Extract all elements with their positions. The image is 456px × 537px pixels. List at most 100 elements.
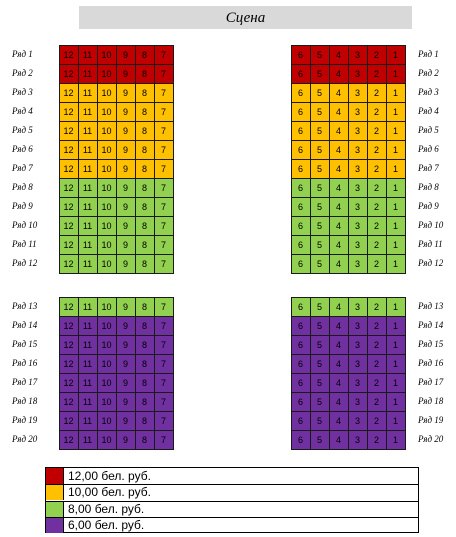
seat[interactable]: 11 [77,334,98,355]
seat[interactable]: 7 [153,296,174,317]
seat[interactable]: 11 [77,196,98,217]
seat[interactable]: 9 [115,234,136,255]
seat[interactable]: 9 [115,296,136,317]
seat[interactable]: 3 [347,429,368,450]
seat[interactable]: 11 [77,177,98,198]
seat[interactable]: 2 [366,177,387,198]
seat[interactable]: 9 [115,196,136,217]
seat[interactable]: 10 [96,101,117,122]
seat[interactable]: 5 [309,372,330,393]
seat[interactable]: 8 [134,353,155,374]
seat[interactable]: 12 [58,334,79,355]
seat[interactable]: 9 [115,372,136,393]
seat[interactable]: 9 [115,391,136,412]
seat[interactable]: 12 [58,158,79,179]
seat[interactable]: 7 [153,372,174,393]
seat[interactable]: 11 [77,139,98,160]
seat[interactable]: 8 [134,315,155,336]
seat[interactable]: 6 [290,372,311,393]
seat[interactable]: 11 [77,410,98,431]
seat[interactable]: 10 [96,177,117,198]
seat[interactable]: 12 [58,234,79,255]
seat[interactable]: 12 [58,44,79,65]
seat[interactable]: 3 [347,158,368,179]
seat[interactable]: 12 [58,315,79,336]
seat[interactable]: 1 [385,234,406,255]
seat[interactable]: 4 [328,82,349,103]
seat[interactable]: 3 [347,353,368,374]
seat[interactable]: 11 [77,253,98,274]
seat[interactable]: 6 [290,215,311,236]
seat[interactable]: 8 [134,234,155,255]
seat[interactable]: 7 [153,196,174,217]
seat[interactable]: 10 [96,410,117,431]
seat[interactable]: 7 [153,410,174,431]
seat[interactable]: 11 [77,353,98,374]
seat[interactable]: 12 [58,139,79,160]
seat[interactable]: 8 [134,334,155,355]
seat[interactable]: 5 [309,101,330,122]
seat[interactable]: 2 [366,234,387,255]
seat[interactable]: 3 [347,315,368,336]
seat[interactable]: 9 [115,177,136,198]
seat[interactable]: 6 [290,353,311,374]
seat[interactable]: 5 [309,391,330,412]
seat[interactable]: 6 [290,429,311,450]
seat[interactable]: 10 [96,372,117,393]
seat[interactable]: 7 [153,44,174,65]
seat[interactable]: 7 [153,139,174,160]
seat[interactable]: 9 [115,158,136,179]
seat[interactable]: 2 [366,372,387,393]
seat[interactable]: 12 [58,101,79,122]
seat[interactable]: 4 [328,177,349,198]
seat[interactable]: 2 [366,296,387,317]
seat[interactable]: 3 [347,372,368,393]
seat[interactable]: 12 [58,253,79,274]
seat[interactable]: 12 [58,391,79,412]
seat[interactable]: 4 [328,315,349,336]
seat[interactable]: 3 [347,44,368,65]
seat[interactable]: 2 [366,253,387,274]
seat[interactable]: 2 [366,315,387,336]
seat[interactable]: 11 [77,120,98,141]
seat[interactable]: 1 [385,158,406,179]
seat[interactable]: 10 [96,315,117,336]
seat[interactable]: 7 [153,158,174,179]
seat[interactable]: 7 [153,120,174,141]
seat[interactable]: 12 [58,82,79,103]
seat[interactable]: 5 [309,296,330,317]
seat[interactable]: 11 [77,82,98,103]
seat[interactable]: 8 [134,120,155,141]
seat[interactable]: 11 [77,63,98,84]
seat[interactable]: 4 [328,139,349,160]
seat[interactable]: 5 [309,234,330,255]
seat[interactable]: 11 [77,372,98,393]
seat[interactable]: 12 [58,372,79,393]
seat[interactable]: 4 [328,334,349,355]
seat[interactable]: 2 [366,334,387,355]
seat[interactable]: 6 [290,196,311,217]
seat[interactable]: 6 [290,120,311,141]
seat[interactable]: 9 [115,429,136,450]
seat[interactable]: 10 [96,82,117,103]
seat[interactable]: 5 [309,82,330,103]
seat[interactable]: 5 [309,410,330,431]
seat[interactable]: 9 [115,410,136,431]
seat[interactable]: 7 [153,391,174,412]
seat[interactable]: 5 [309,196,330,217]
seat[interactable]: 4 [328,63,349,84]
seat[interactable]: 7 [153,63,174,84]
seat[interactable]: 4 [328,234,349,255]
seat[interactable]: 9 [115,353,136,374]
seat[interactable]: 5 [309,353,330,374]
seat[interactable]: 1 [385,353,406,374]
seat[interactable]: 3 [347,63,368,84]
seat[interactable]: 11 [77,101,98,122]
seat[interactable]: 8 [134,215,155,236]
seat[interactable]: 6 [290,158,311,179]
seat[interactable]: 10 [96,253,117,274]
seat[interactable]: 6 [290,234,311,255]
seat[interactable]: 4 [328,410,349,431]
seat[interactable]: 5 [309,315,330,336]
seat[interactable]: 2 [366,353,387,374]
